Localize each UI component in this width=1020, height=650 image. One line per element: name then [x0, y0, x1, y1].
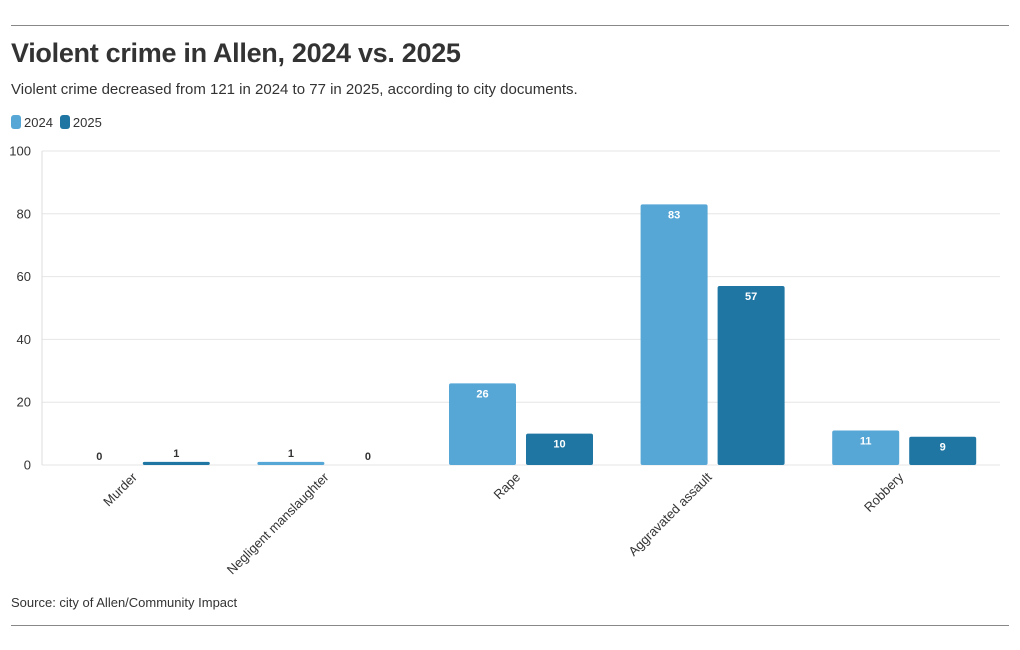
bar-2025[interactable] [909, 436, 977, 465]
x-tick-label: Rape [491, 470, 524, 503]
data-label: 1 [173, 448, 179, 460]
x-axis: Murder Negligent manslaughter Rape Aggravat… [100, 469, 906, 577]
legend-item-2024[interactable]: 2024 [11, 115, 53, 130]
data-label: 10 [553, 439, 565, 451]
legend: 2024 2025 [11, 114, 102, 130]
bar-2025[interactable] [142, 461, 210, 465]
y-axis: 0 20 40 60 80 100 [9, 144, 43, 473]
x-tick-label: Aggravated assault [625, 469, 715, 559]
data-label: 0 [96, 451, 102, 463]
bar-2024[interactable] [257, 461, 325, 465]
y-tick-label: 40 [17, 332, 31, 347]
bar-2025[interactable] [526, 433, 593, 465]
x-tick-label: Robbery [861, 469, 907, 515]
y-tick-label: 100 [9, 144, 31, 159]
bar-2024[interactable] [832, 430, 900, 465]
bottom-rule [11, 625, 1009, 626]
data-label: 57 [745, 291, 757, 303]
bar-2024[interactable] [449, 383, 516, 465]
y-tick-label: 80 [17, 206, 31, 221]
bars [142, 204, 977, 465]
legend-item-2025[interactable]: 2025 [59, 114, 102, 130]
y-tick-label: 20 [17, 395, 31, 410]
bar-2025[interactable] [717, 286, 785, 465]
gridlines [42, 150, 1000, 466]
data-label: 1 [288, 448, 294, 460]
chart-subtitle: Violent crime decreased from 121 in 2024… [11, 81, 578, 98]
top-rule [11, 25, 1009, 26]
data-label: 83 [668, 209, 680, 221]
data-label: 26 [476, 388, 488, 400]
y-tick-label: 0 [24, 458, 31, 473]
y-tick-label: 60 [17, 269, 31, 284]
x-tick-label: Negligent manslaughter [224, 469, 332, 577]
source-note: Source: city of Allen/Community Impact [11, 595, 238, 610]
data-label: 11 [860, 435, 872, 447]
legend-swatch-2025 [59, 115, 70, 129]
bar-2024[interactable] [640, 204, 708, 465]
legend-label-2025: 2025 [72, 114, 102, 130]
data-label: 9 [940, 442, 946, 454]
legend-label-2024: 2024 [24, 114, 53, 130]
legend-swatch-2024 [11, 115, 21, 129]
chart-title: Violent crime in Allen, 2024 vs. 2025 [11, 38, 461, 68]
x-tick-label: Murder [100, 469, 140, 509]
data-label: 0 [365, 451, 371, 463]
